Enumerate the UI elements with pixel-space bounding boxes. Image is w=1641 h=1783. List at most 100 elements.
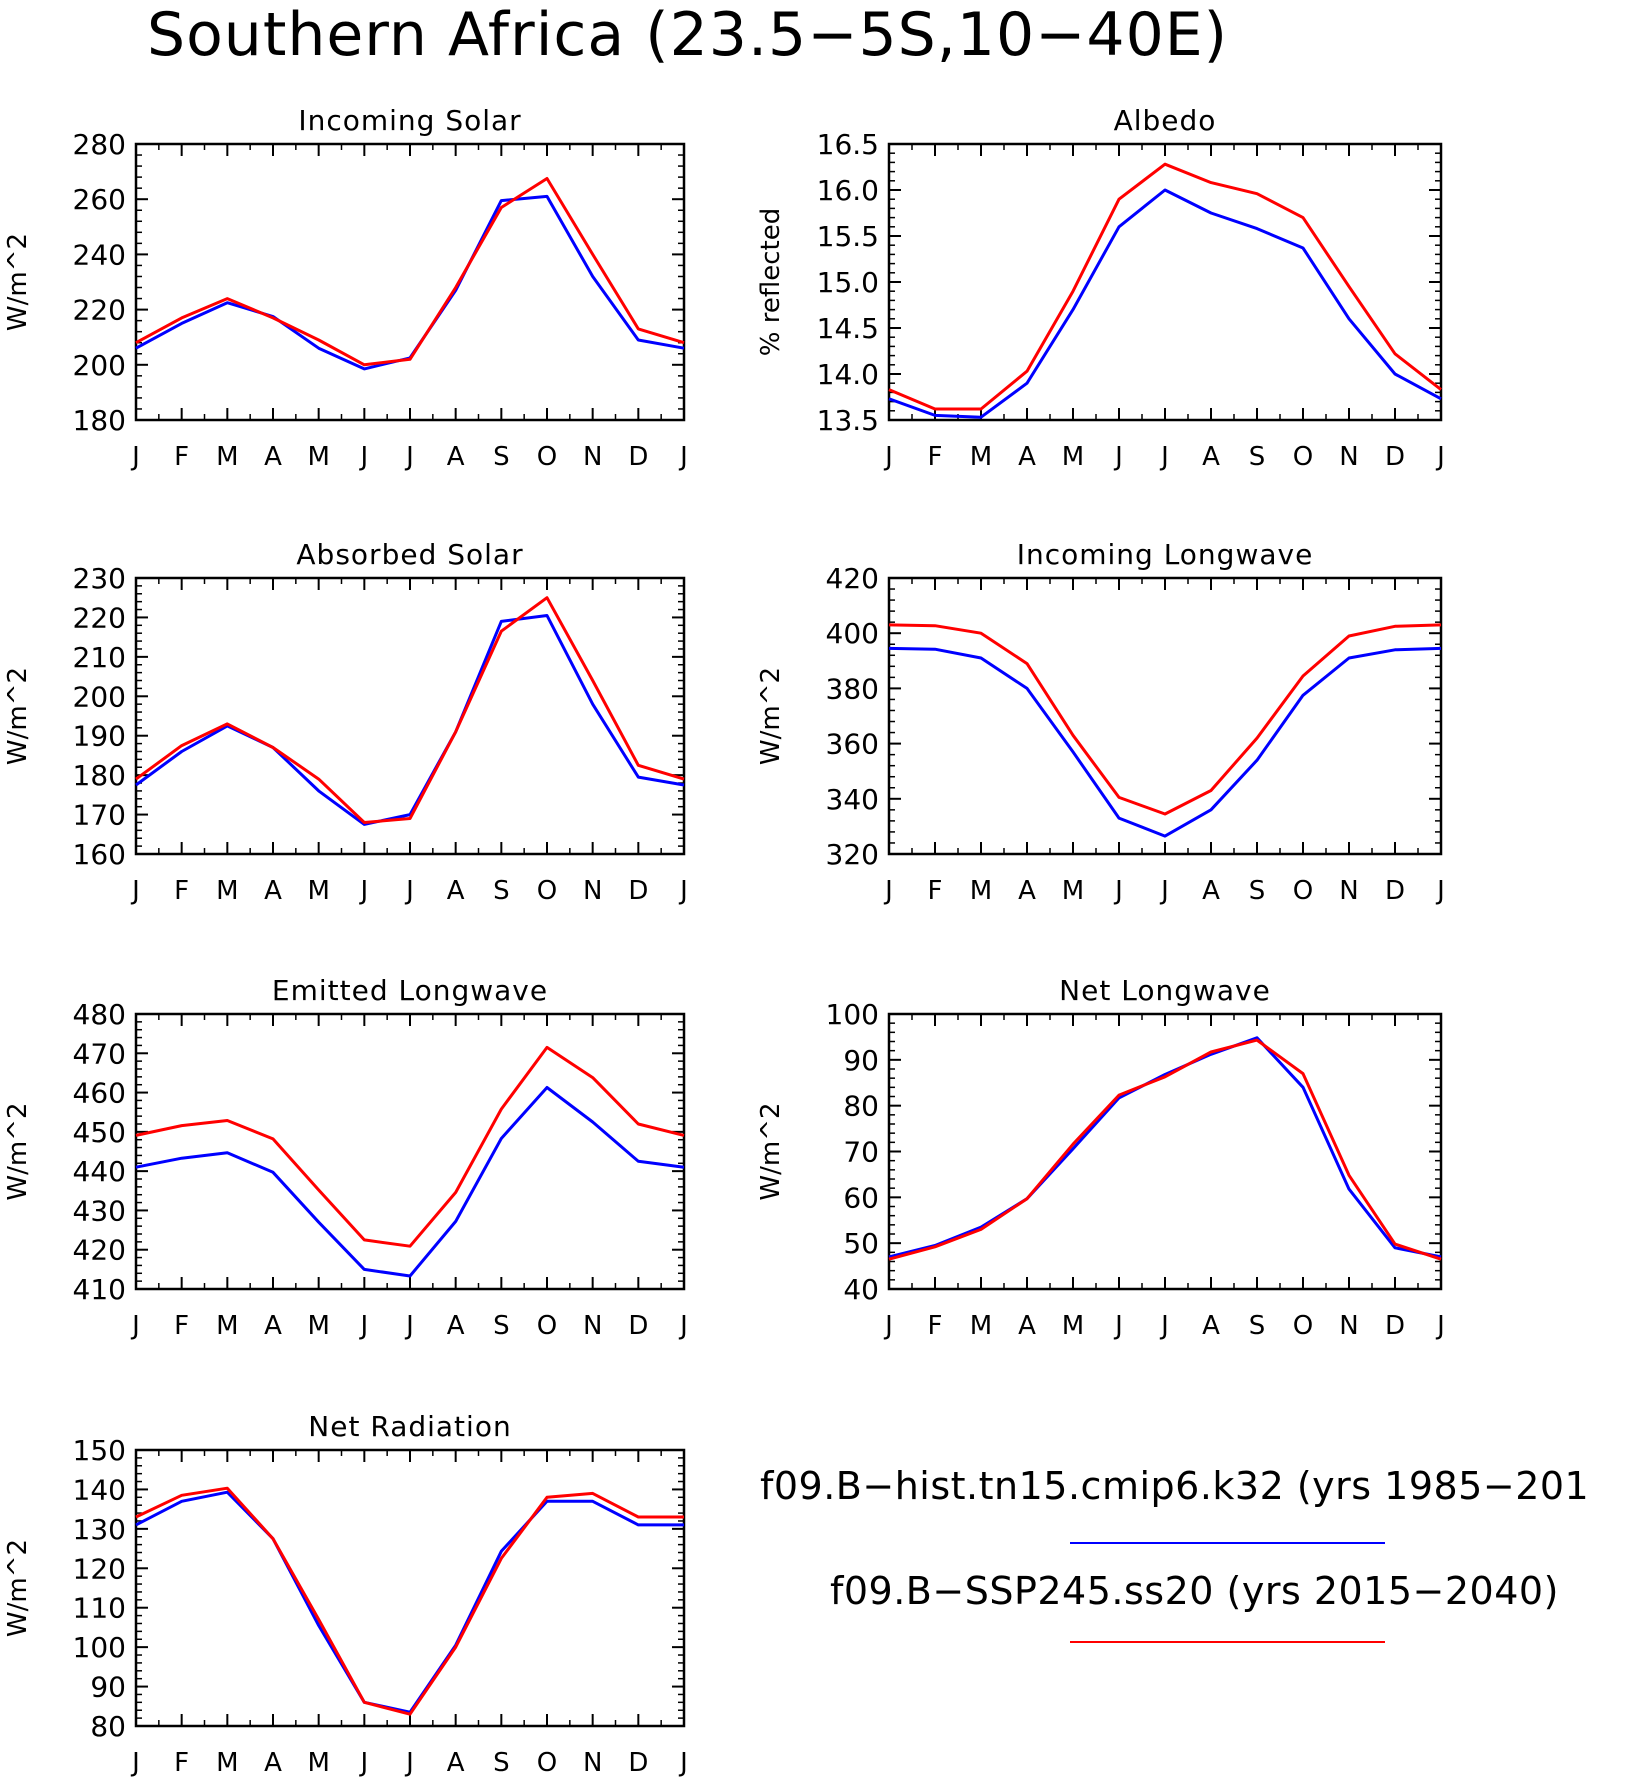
series-line-ssp: [135, 1045, 685, 1248]
x-tick-label: D: [628, 876, 648, 906]
x-tick-label: M: [216, 876, 238, 906]
x-tick-label: S: [493, 442, 510, 472]
y-tick-label: 260: [73, 183, 126, 216]
series-line-ssp: [135, 177, 685, 367]
x-tick-label: F: [174, 442, 189, 472]
y-tick-label: 190: [73, 720, 126, 753]
x-tick-label: M: [1062, 1311, 1084, 1341]
x-tick-label: J: [678, 1311, 688, 1341]
y-tick-label: 340: [826, 783, 879, 816]
y-tick-label: 180: [73, 404, 126, 437]
x-tick-label: J: [1159, 442, 1169, 472]
x-tick-label: S: [493, 1311, 510, 1341]
y-tick-label: 450: [73, 1116, 126, 1149]
chart-panel-4: J F M A M J J A S O N D J320340360380400420Incoming …: [756, 538, 1445, 906]
y-tick-label: 50: [843, 1227, 879, 1260]
x-tick-label: F: [928, 876, 943, 906]
y-tick-label: 13.5: [817, 404, 879, 437]
y-tick-label: 220: [73, 601, 126, 634]
plot-frame: [134, 1012, 686, 1291]
series-line-ssp: [888, 1038, 1442, 1261]
y-tick-label: 180: [73, 759, 126, 792]
y-tick-label: 430: [73, 1194, 126, 1227]
y-tick-label: 80: [90, 1710, 126, 1743]
y-tick-label: 240: [73, 238, 126, 271]
y-tick-label: 110: [73, 1592, 126, 1625]
y-tick-label: 120: [73, 1552, 126, 1585]
series-line-hist: [135, 614, 685, 826]
series-line-hist: [135, 1490, 684, 1714]
y-tick-label: 230: [73, 562, 126, 595]
x-tick-label: J: [883, 876, 893, 906]
legend-line-ssp: [1070, 1641, 1385, 1643]
series-line-hist: [888, 1036, 1442, 1259]
x-tick-label: A: [1202, 876, 1220, 906]
x-tick-label: J: [678, 442, 688, 472]
chart-panel-3: J F M A M J J A S O N D J160170180190200210220230Abs…: [3, 538, 688, 906]
y-tick-label: 220: [73, 294, 126, 327]
x-tick-label: D: [1385, 1311, 1405, 1341]
y-tick-label: 16.0: [817, 174, 879, 207]
panel-title: Net Radiation: [308, 1410, 511, 1443]
x-tick-label: O: [1293, 876, 1313, 906]
x-tick-label: J: [883, 442, 893, 472]
x-tick-label: N: [1339, 876, 1358, 906]
chart-panel-2: J F M A M J J A S O N D J13.514.014.515.015.516.016.…: [756, 104, 1445, 472]
x-tick-label: O: [537, 442, 557, 472]
x-tick-label: D: [628, 1311, 648, 1341]
x-tick-label: A: [1018, 876, 1036, 906]
x-tick-label: A: [1202, 442, 1220, 472]
y-tick-label: 470: [73, 1037, 126, 1070]
x-tick-label: A: [1018, 442, 1036, 472]
y-tick-label: 460: [73, 1077, 126, 1110]
panel-title: Absorbed Solar: [296, 538, 523, 571]
y-tick-label: 320: [826, 838, 879, 871]
x-tick-label: A: [264, 876, 282, 906]
x-tick-label: S: [1249, 1311, 1266, 1341]
x-tick-label: S: [1249, 876, 1266, 906]
y-tick-label: 380: [826, 672, 879, 705]
x-tick-label: J: [1113, 442, 1123, 472]
y-tick-label: 160: [73, 838, 126, 871]
y-axis-label: W/m^2: [3, 1102, 33, 1200]
x-tick-label: A: [447, 1748, 465, 1778]
x-tick-label: J: [358, 1748, 368, 1778]
x-tick-label: J: [678, 1748, 688, 1778]
x-tick-label: J: [130, 442, 140, 472]
x-tick-label: J: [1435, 442, 1445, 472]
x-tick-label: A: [1018, 1311, 1036, 1341]
y-tick-label: 200: [73, 680, 126, 713]
legend-label-ssp: f09.B−SSP245.ss20 (yrs 2015−2040): [830, 1569, 1559, 1613]
series-line-ssp: [888, 623, 1442, 816]
y-axis-label: W/m^2: [756, 1102, 786, 1200]
y-tick-label: 100: [826, 998, 879, 1031]
x-tick-label: N: [1339, 1311, 1358, 1341]
x-tick-label: J: [404, 876, 414, 906]
y-axis-label: % reflected: [756, 208, 786, 356]
chart-panel-5: J F M A M J J A S O N D J410420430440450460470480Emi…: [3, 974, 688, 1341]
series-line-ssp: [888, 162, 1442, 411]
y-tick-label: 80: [843, 1090, 879, 1123]
y-tick-label: 420: [73, 1234, 126, 1267]
series-line-hist: [135, 1086, 685, 1278]
x-tick-label: M: [1062, 876, 1084, 906]
x-tick-label: M: [307, 1748, 329, 1778]
x-tick-label: J: [1113, 1311, 1123, 1341]
x-tick-label: M: [970, 1311, 992, 1341]
x-tick-label: M: [307, 1311, 329, 1341]
x-tick-label: S: [493, 876, 510, 906]
series-line-hist: [888, 188, 1442, 419]
series-line-hist: [135, 194, 685, 371]
y-axis-label: W/m^2: [3, 233, 33, 331]
y-tick-label: 170: [73, 799, 126, 832]
y-tick-label: 60: [843, 1181, 879, 1214]
panel-title: Net Longwave: [1059, 974, 1271, 1007]
legend-label-hist: f09.B−hist.tn15.cmip6.k32 (yrs 1985−201: [760, 1464, 1590, 1508]
x-tick-label: A: [264, 442, 282, 472]
x-tick-label: J: [130, 1748, 140, 1778]
y-axis-label: W/m^2: [3, 667, 33, 765]
series-line-ssp: [135, 1486, 684, 1716]
x-tick-label: M: [1062, 442, 1084, 472]
y-tick-label: 15.5: [817, 220, 879, 253]
